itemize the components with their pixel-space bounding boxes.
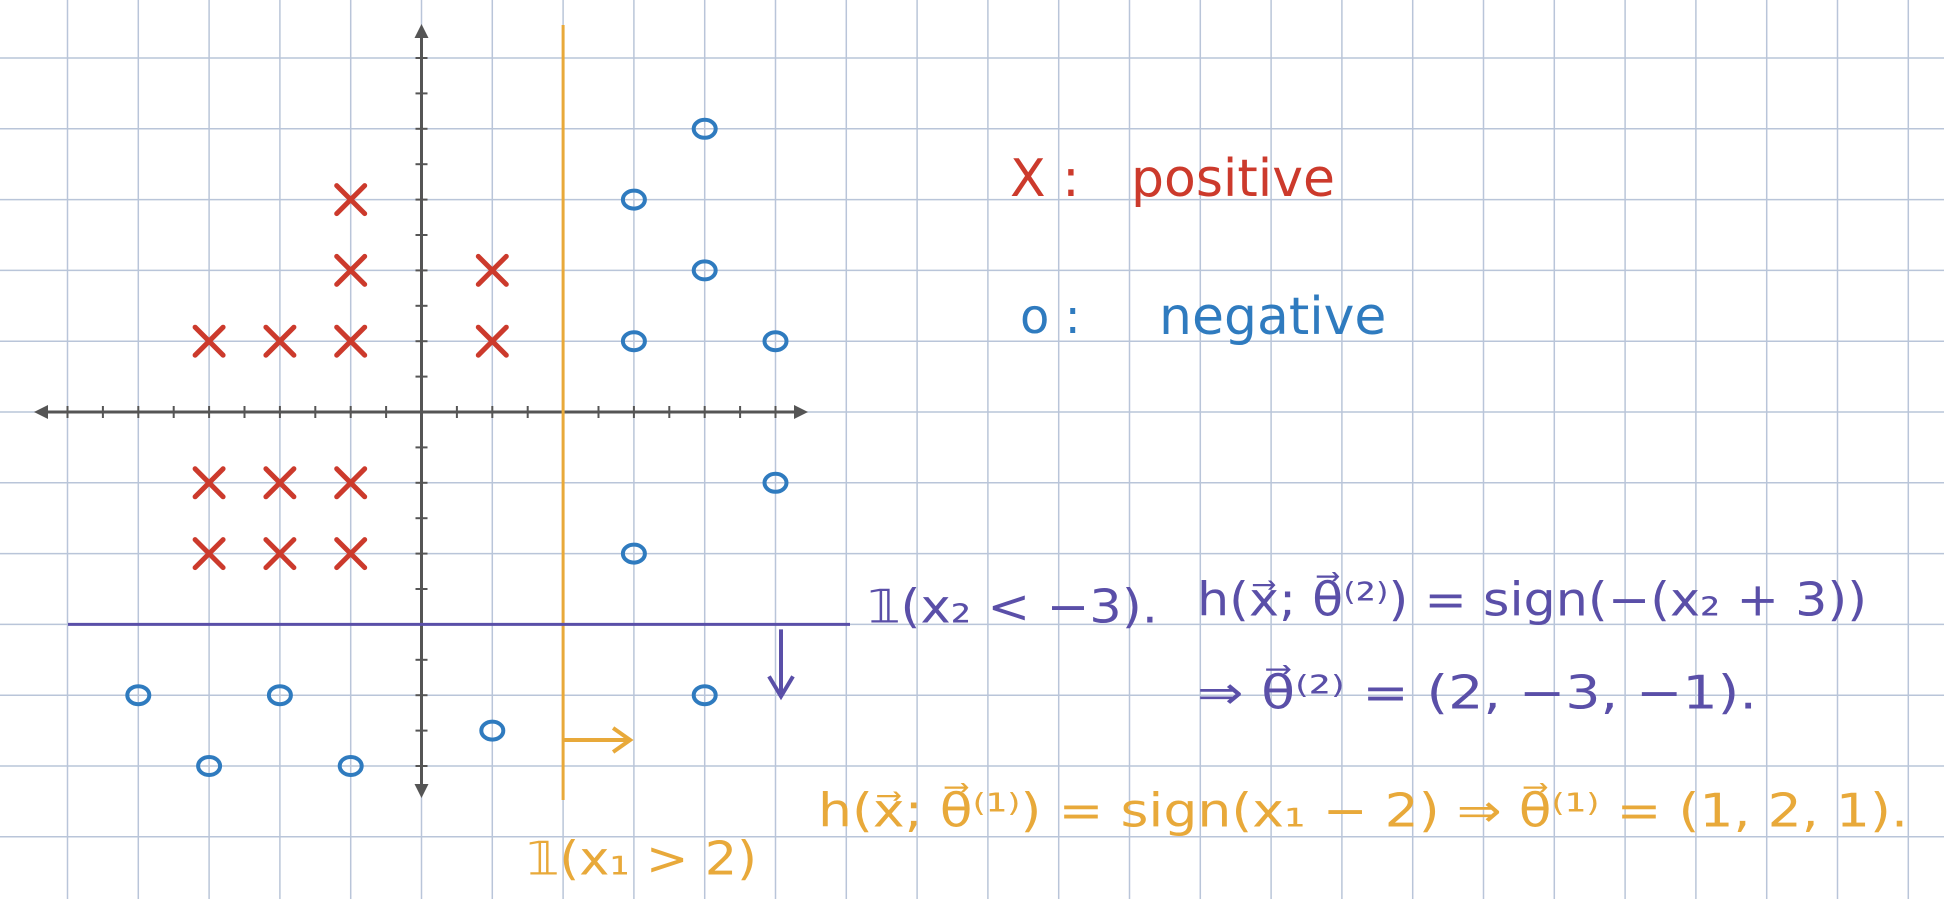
negative-point <box>479 719 506 742</box>
direction-arrow <box>767 629 795 701</box>
annotation: h(x⃗; θ⃗⁽¹⁾) = sign(x₁ − 2) ⇒ θ⃗⁽¹⁾ = (1… <box>818 783 1908 837</box>
marks <box>68 25 850 800</box>
negative-point <box>691 117 718 140</box>
positive-point <box>263 537 297 571</box>
y-axis-arrow <box>414 784 429 798</box>
negative-point <box>762 330 789 353</box>
negative-point <box>620 330 647 353</box>
positive-point <box>263 466 297 500</box>
negative-point <box>620 542 647 565</box>
negative-point <box>266 684 293 707</box>
positive-point <box>192 324 226 358</box>
negative-point <box>691 259 718 282</box>
positive-point <box>475 324 509 358</box>
positive-point <box>192 537 226 571</box>
negative-point <box>620 188 647 211</box>
annotation: 𝟙(x₂ < −3). <box>868 580 1158 634</box>
legend-symbol: X : <box>1010 149 1080 209</box>
negative-point <box>691 684 718 707</box>
annotation: 𝟙(x₁ > 2) <box>527 832 757 886</box>
negative-point <box>196 755 223 777</box>
negative-point <box>125 684 152 707</box>
direction-arrow <box>563 726 634 754</box>
positive-point <box>263 324 297 358</box>
positive-point <box>334 537 368 571</box>
annotation: ⇒ θ⃗⁽²⁾ = (2, −3, −1). <box>1197 665 1757 719</box>
legend-label: positive <box>1131 149 1335 209</box>
positive-point <box>334 253 368 287</box>
positive-point <box>334 466 368 500</box>
positive-point <box>334 183 368 217</box>
positive-point <box>192 466 226 500</box>
positive-point <box>334 324 368 358</box>
legend-label: negative <box>1159 287 1386 347</box>
positive-point <box>475 253 509 287</box>
axes <box>34 24 808 798</box>
x-axis-arrow <box>794 405 808 419</box>
x-axis-arrow <box>34 405 48 419</box>
y-axis-arrow <box>414 24 429 38</box>
annotation: h(x⃗; θ⃗⁽²⁾) = sign(−(x₂ + 3)) <box>1197 572 1867 626</box>
negative-point <box>337 755 364 777</box>
legend-symbol: o : <box>1020 289 1081 345</box>
negative-point <box>762 471 789 494</box>
